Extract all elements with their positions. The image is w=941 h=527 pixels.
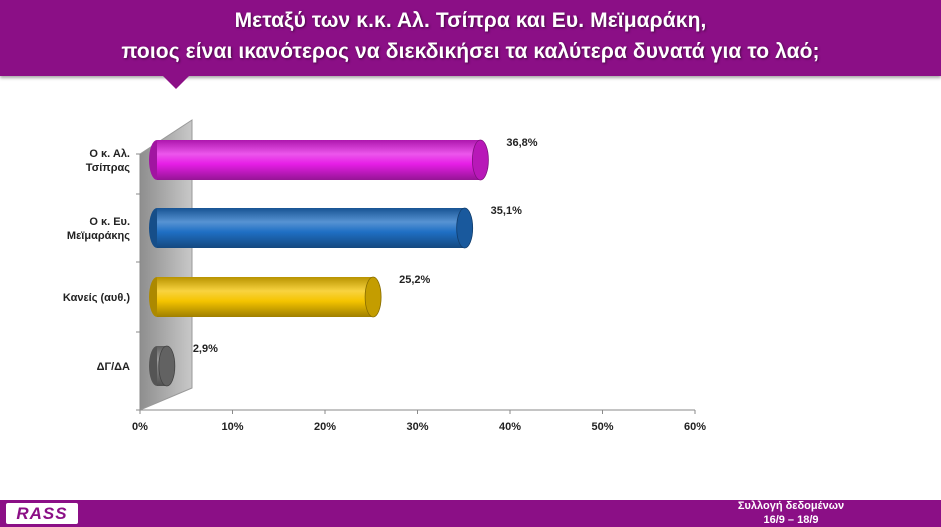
bar-2	[149, 276, 382, 318]
data-collection-label: Συλλογή δεδομένων	[737, 500, 845, 512]
bar-body	[157, 140, 481, 180]
chart-title-line-1: Μεταξύ των κ.κ. Αλ. Τσίπρα και Ευ. Μεϊμα…	[234, 9, 707, 32]
title-banner: Μεταξύ των κ.κ. Αλ. Τσίπρα και Ευ. Μεϊμα…	[0, 0, 941, 76]
category-label: Ο κ. Αλ. Τσίπρας	[86, 148, 130, 174]
bar-end-cap	[471, 139, 489, 181]
x-tick-label: 0%	[132, 421, 148, 433]
rass-logo: RASS	[6, 503, 78, 524]
value-label: 36,8%	[506, 137, 537, 149]
x-tick-label: 40%	[499, 421, 521, 433]
rass-logo-text: RASS	[16, 504, 68, 523]
x-tick-label: 50%	[591, 421, 613, 433]
bar-end-cap	[158, 345, 176, 387]
value-label: 2,9%	[193, 343, 218, 355]
bar-1	[149, 207, 474, 249]
bar-body	[157, 208, 465, 248]
x-tick-label: 60%	[684, 421, 706, 433]
bar-chart: 0% 10% 20% 30% 40% 50% 60% 36,8% Ο κ. Αλ. Τσίπρας…	[63, 119, 706, 433]
category-label: Κανείς (αυθ.)	[63, 292, 130, 304]
x-tick-label: 20%	[314, 421, 336, 433]
value-label: 35,1%	[491, 205, 522, 217]
bar-0	[149, 139, 489, 181]
chart-title-line-2: ποιος είναι ικανότερος να διεκδικήσει τα…	[121, 40, 820, 63]
bar-end-cap	[364, 276, 382, 318]
banner-notch	[162, 75, 190, 89]
bar-body	[157, 277, 374, 317]
x-tick-label: 10%	[221, 421, 243, 433]
category-label: Ο κ. Ευ. Μεϊμαράκης	[67, 216, 130, 242]
category-label: ΔΓ/ΔΑ	[97, 361, 130, 373]
value-label: 25,2%	[399, 274, 430, 286]
footer-bar	[0, 500, 941, 527]
bar-end-cap	[456, 207, 474, 249]
data-collection-dates: 16/9 – 18/9	[763, 514, 819, 526]
x-tick-label: 30%	[406, 421, 428, 433]
bar-3	[149, 345, 176, 387]
